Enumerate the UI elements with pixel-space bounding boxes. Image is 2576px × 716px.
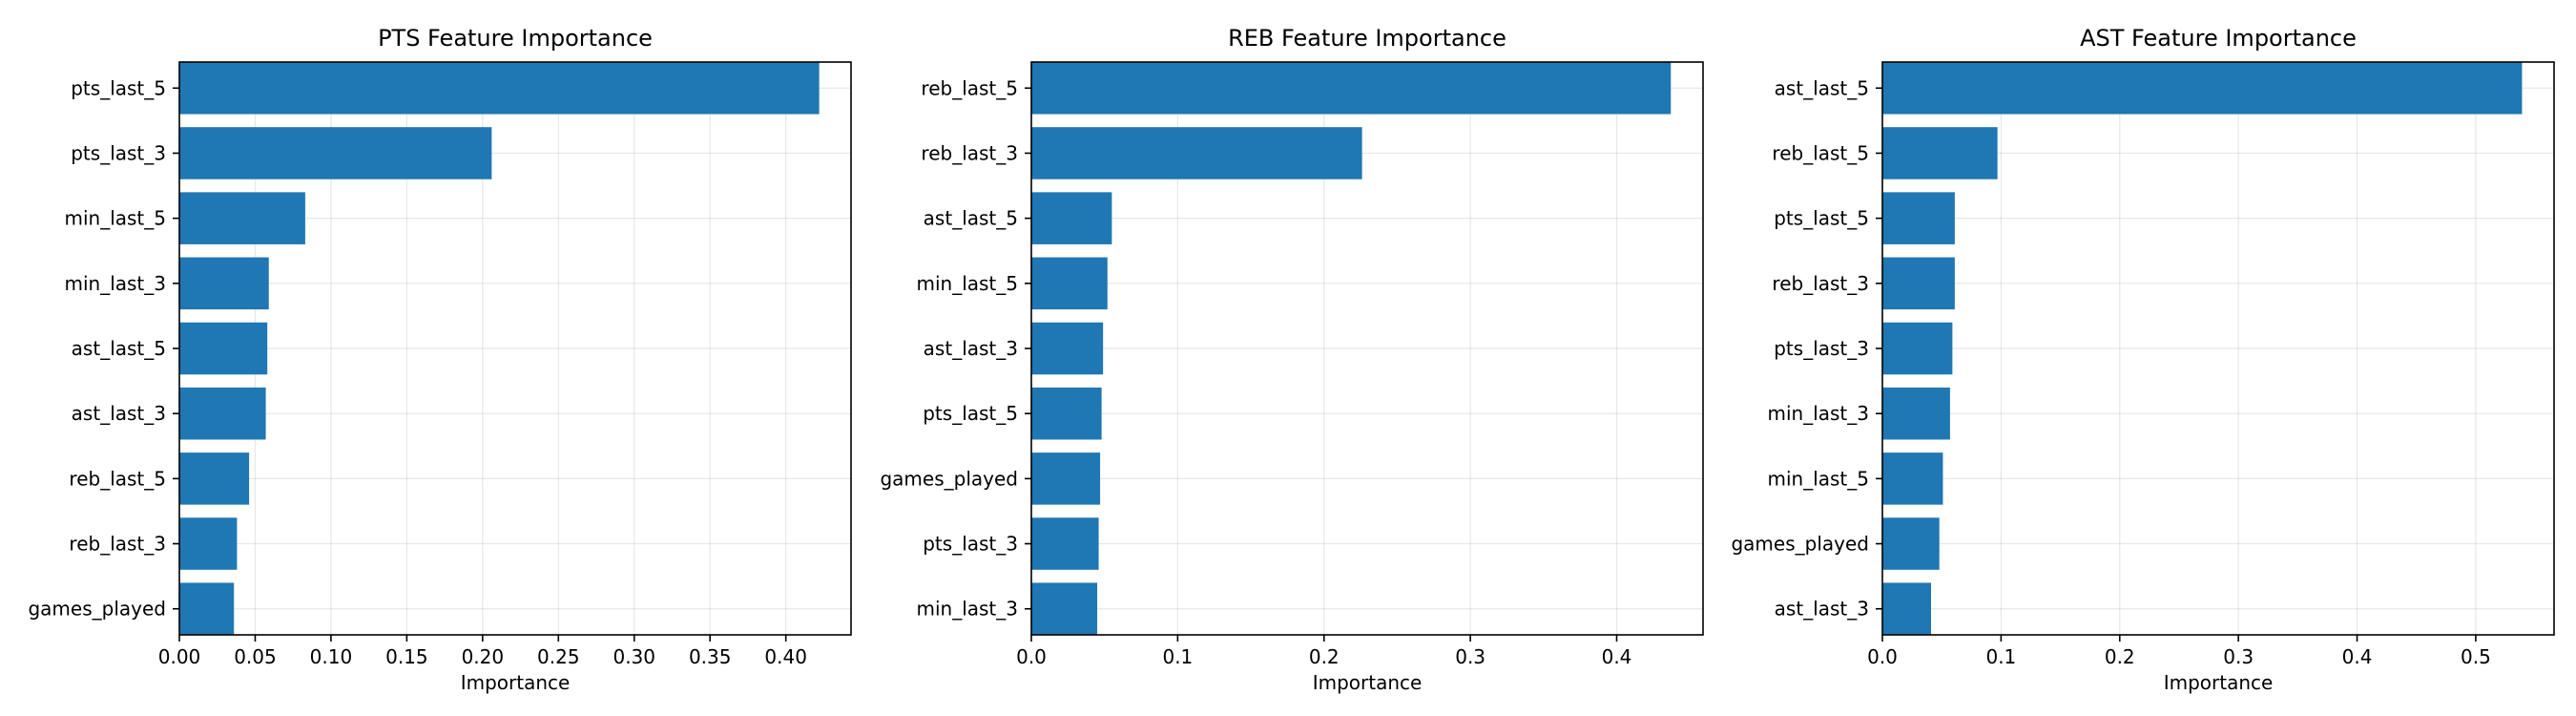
x-axis-label: Importance — [461, 671, 571, 694]
x-tick-label: 0.40 — [764, 645, 807, 668]
bar — [179, 127, 492, 179]
y-tick-label: reb_last_3 — [69, 533, 166, 556]
bar — [1882, 127, 1998, 179]
chart-panel: pts_last_5 pts_last_3 min_last_5 min_last_3… — [28, 25, 852, 694]
chart-title: REB Feature Importance — [1228, 25, 1506, 52]
x-tick-label: 0.1 — [1985, 645, 2016, 668]
bar — [1882, 453, 1943, 505]
bar — [179, 62, 820, 115]
x-tick-label: 0.00 — [158, 645, 201, 668]
chart-panel: ast_last_5 reb_last_5 pts_last_5 reb_last_3… — [1731, 25, 2555, 694]
y-tick-label: ast_last_5 — [1775, 76, 1869, 99]
bar — [1882, 322, 1953, 375]
y-tick-label: reb_last_3 — [921, 141, 1018, 164]
y-tick-label: ast_last_5 — [924, 207, 1018, 230]
y-tick-label: min_last_3 — [1767, 402, 1869, 425]
y-tick-label: games_played — [28, 598, 166, 621]
y-tick-label: ast_last_3 — [924, 337, 1018, 360]
y-tick-label: pts_last_5 — [923, 402, 1018, 425]
x-tick-label: 0.30 — [613, 645, 655, 668]
bar — [179, 453, 250, 505]
bar — [1882, 517, 1940, 570]
bar — [179, 192, 305, 244]
y-tick-label: min_last_5 — [1767, 467, 1869, 490]
bar — [1031, 517, 1099, 570]
x-tick-label: 0.0 — [1867, 645, 1898, 668]
bar — [1882, 257, 1955, 310]
bar — [1031, 62, 1672, 115]
bar — [179, 582, 235, 635]
bar — [1882, 192, 1955, 244]
y-tick-label: games_played — [1731, 533, 1869, 556]
bar — [1031, 257, 1108, 310]
bar — [1031, 127, 1362, 179]
chart-panels: pts_last_5 pts_last_3 min_last_5 min_last_3… — [28, 25, 2555, 694]
bar — [1031, 192, 1112, 244]
x-tick-label: 0.15 — [385, 645, 428, 668]
x-axis-label: Importance — [1313, 671, 1423, 694]
y-tick-label: pts_last_3 — [923, 533, 1018, 556]
y-tick-label: ast_last_3 — [72, 402, 166, 425]
bar — [1031, 582, 1098, 635]
x-tick-label: 0.2 — [1309, 645, 1340, 668]
x-axis-label: Importance — [2164, 671, 2274, 694]
y-tick-label: min_last_3 — [916, 598, 1018, 621]
bar — [1031, 453, 1101, 505]
x-tick-label: 0.0 — [1016, 645, 1047, 668]
bar — [179, 387, 266, 440]
chart-title: PTS Feature Importance — [378, 25, 653, 52]
y-tick-label: pts_last_5 — [1774, 207, 1869, 230]
y-tick-label: min_last_5 — [916, 272, 1018, 295]
y-tick-label: pts_last_3 — [71, 141, 166, 164]
y-tick-label: reb_last_5 — [1772, 141, 1869, 164]
bar — [1882, 387, 1950, 440]
y-tick-label: reb_last_3 — [1772, 272, 1869, 295]
y-tick-label: ast_last_5 — [72, 337, 166, 360]
x-tick-label: 0.5 — [2461, 645, 2491, 668]
bar — [1882, 62, 2523, 115]
chart-panel: reb_last_5 reb_last_3 ast_last_5 min_last_5… — [880, 25, 1704, 694]
y-tick-label: pts_last_5 — [71, 76, 166, 99]
bar — [179, 322, 268, 375]
chart-title: AST Feature Importance — [2080, 25, 2357, 52]
bar — [1882, 582, 1931, 635]
x-tick-label: 0.4 — [1602, 645, 1632, 668]
x-tick-label: 0.05 — [234, 645, 277, 668]
x-tick-label: 0.35 — [689, 645, 732, 668]
y-tick-label: pts_last_3 — [1774, 337, 1869, 360]
x-tick-label: 0.3 — [2223, 645, 2254, 668]
bar — [1031, 322, 1104, 375]
y-tick-label: ast_last_3 — [1775, 598, 1869, 621]
y-tick-label: games_played — [880, 467, 1018, 490]
x-tick-label: 0.10 — [310, 645, 353, 668]
bar — [1031, 387, 1102, 440]
y-tick-label: min_last_3 — [64, 272, 166, 295]
y-tick-label: min_last_5 — [64, 207, 166, 230]
bar — [179, 517, 238, 570]
x-tick-label: 0.2 — [2105, 645, 2135, 668]
x-tick-label: 0.3 — [1455, 645, 1485, 668]
x-tick-label: 0.25 — [537, 645, 580, 668]
bar — [179, 257, 269, 310]
x-tick-label: 0.1 — [1162, 645, 1193, 668]
x-tick-label: 0.20 — [462, 645, 505, 668]
y-tick-label: reb_last_5 — [69, 467, 166, 490]
y-tick-label: reb_last_5 — [921, 76, 1018, 99]
x-tick-label: 0.4 — [2342, 645, 2373, 668]
